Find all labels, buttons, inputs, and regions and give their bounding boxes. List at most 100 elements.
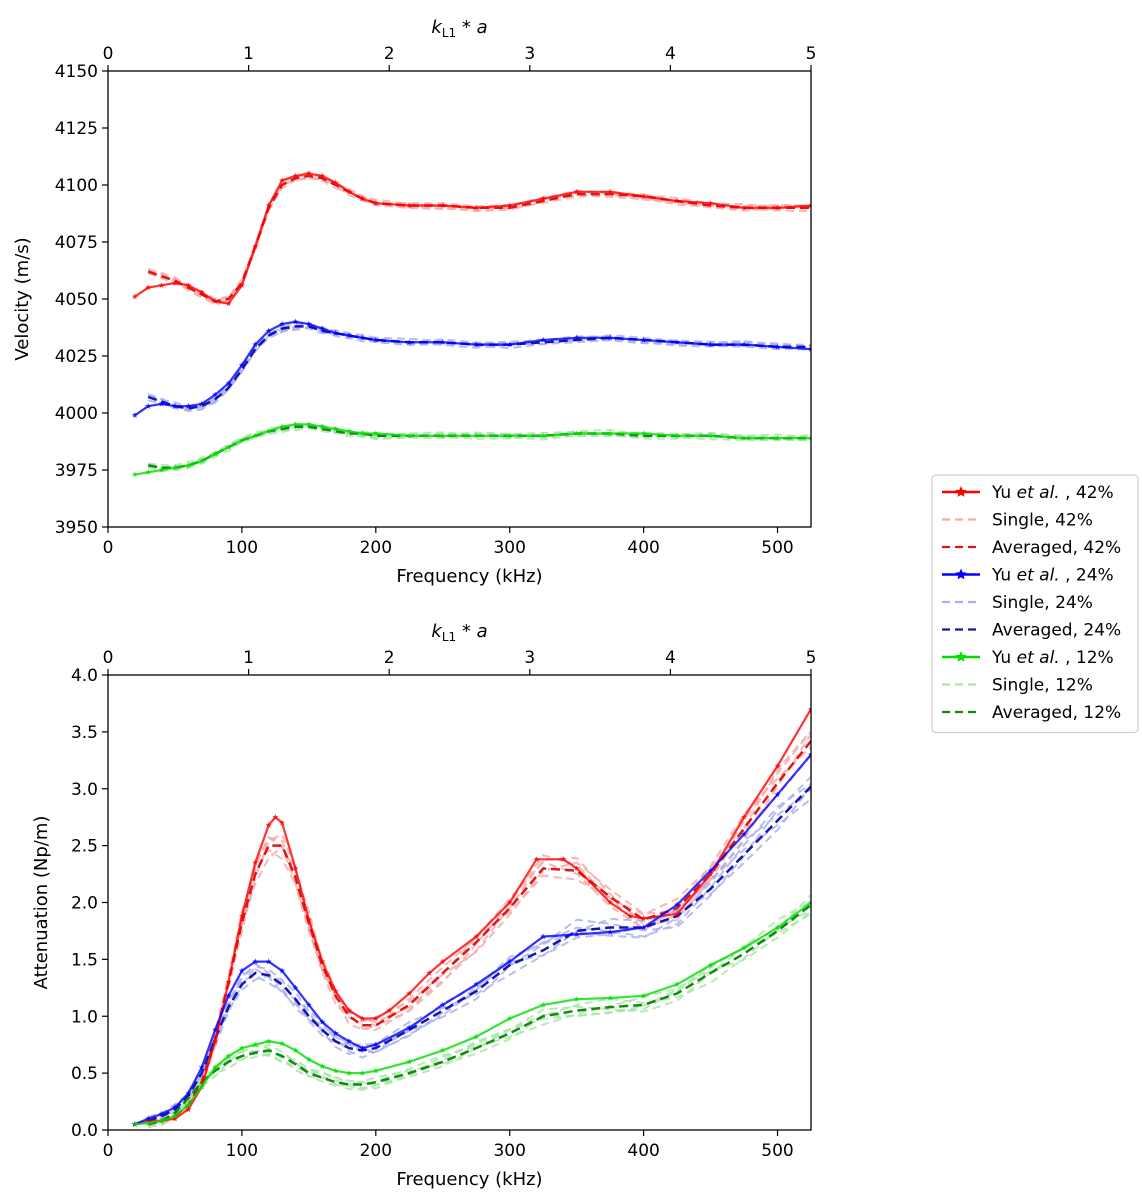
legend-label: Single, 12% <box>992 676 1093 696</box>
yu-point-42 <box>560 856 567 862</box>
yu-point-24 <box>279 967 286 974</box>
yu-point-42 <box>185 1106 192 1113</box>
yu-point-24 <box>265 958 272 965</box>
yu-point-24 <box>171 403 178 409</box>
top-x-tick-label: 1 <box>243 44 254 64</box>
single-line-12-2 <box>147 894 811 1129</box>
yu-point-12 <box>346 1069 353 1076</box>
yu-point-42 <box>212 298 219 304</box>
single-line-42-4 <box>147 730 811 1124</box>
yu-point-42 <box>439 202 446 209</box>
yu-point-42 <box>674 197 681 204</box>
yu-point-12 <box>473 1033 480 1040</box>
yu-point-42 <box>279 177 286 183</box>
top-x-tick-label: 4 <box>665 44 676 64</box>
yu-point-12 <box>674 981 681 987</box>
yu-point-42 <box>272 814 279 820</box>
yu-point-12 <box>158 466 165 473</box>
yu-point-42 <box>212 1038 219 1044</box>
yu-point-42 <box>292 172 299 179</box>
yu-point-24 <box>238 967 245 974</box>
yu-point-12 <box>305 421 312 427</box>
yu-point-42 <box>741 814 748 820</box>
single-line-12-4 <box>147 423 811 471</box>
yu-point-24 <box>319 325 326 332</box>
yu-point-12 <box>473 432 480 439</box>
yu-point-42 <box>185 282 192 288</box>
legend-label: Single, 42% <box>992 511 1093 531</box>
top-x-tick-label: 5 <box>806 648 817 668</box>
single-line-42-3 <box>147 174 811 303</box>
yu-point-42 <box>305 916 312 923</box>
yu-point-12 <box>540 432 547 439</box>
x-tick-label: 500 <box>761 1141 793 1161</box>
y-tick-label: 4125 <box>55 119 98 139</box>
legend: Yu et al. , 42% Single, 42% Averaged, 42% Y… <box>931 474 1139 734</box>
yu-point-24 <box>439 339 446 345</box>
axes-frame <box>107 674 812 1131</box>
yu-point-12 <box>185 1101 192 1108</box>
yu-point-42 <box>426 969 433 976</box>
yu-point-42 <box>707 870 714 877</box>
x-tick-label: 100 <box>226 538 258 558</box>
yu-point-24 <box>640 336 647 343</box>
single-line-12-4 <box>148 913 811 1124</box>
top-x-tick-label: 3 <box>524 44 535 64</box>
yu-point-42 <box>332 988 339 994</box>
y-tick-label: 2.5 <box>71 837 98 857</box>
yu-point-24 <box>212 1026 219 1033</box>
legend-star-icon <box>955 486 967 497</box>
yu-point-24 <box>607 928 614 935</box>
yu-point-42 <box>252 243 259 250</box>
yu-point-42 <box>279 819 286 826</box>
yu-point-12 <box>640 992 647 999</box>
top-x-tick-label: 4 <box>665 648 676 668</box>
yu-point-42 <box>741 204 748 211</box>
yu-point-42 <box>238 282 245 288</box>
legend-label: Averaged, 42% <box>992 538 1121 558</box>
yu-point-42 <box>607 188 614 195</box>
yu-point-42 <box>406 202 413 209</box>
top-x-tick-label: 2 <box>384 44 395 64</box>
x-tick-label: 500 <box>761 538 793 558</box>
yu-line-24 <box>134 753 811 1126</box>
yu-point-42 <box>439 958 446 965</box>
yu-point-42 <box>573 865 580 871</box>
averaged-line-42 <box>147 174 811 303</box>
yu-point-42 <box>627 912 634 919</box>
legend-star-icon <box>955 568 967 580</box>
yu-point-24 <box>808 346 811 352</box>
yu-point-42 <box>265 202 272 209</box>
yu-point-42 <box>573 188 580 195</box>
y-tick-label: 4150 <box>55 62 98 82</box>
yu-point-12 <box>319 423 326 430</box>
plot-area <box>131 170 811 478</box>
single-line-42-2 <box>148 755 811 1127</box>
velocity-panel: 0 100 200 300 400 500 0 1 2 3 4 5 3950 3975 4000 4025 40… <box>12 17 816 587</box>
top-x-axis-label: kL1 * a <box>431 621 487 644</box>
yu-point-12 <box>185 462 192 468</box>
single-line-12-1 <box>147 422 811 473</box>
yu-point-12 <box>674 432 681 439</box>
yu-point-24 <box>158 1110 165 1117</box>
yu-point-12 <box>145 469 152 475</box>
yu-point-24 <box>305 1001 312 1008</box>
y-axis-label: Velocity (m/s) <box>12 237 33 360</box>
averaged-line-12 <box>147 425 811 469</box>
yu-line-12 <box>134 901 811 1126</box>
yu-point-12 <box>238 1044 245 1051</box>
yu-point-24 <box>145 403 152 409</box>
yu-point-12 <box>305 1056 312 1063</box>
yu-point-12 <box>292 1047 299 1053</box>
yu-point-42 <box>225 978 232 985</box>
yu-point-12 <box>279 1040 286 1047</box>
yu-point-42 <box>158 282 165 288</box>
yu-point-42 <box>640 193 647 199</box>
yu-point-42 <box>607 899 614 906</box>
x-tick-label: 0 <box>103 1141 114 1161</box>
yu-point-24 <box>808 751 811 758</box>
yu-point-12 <box>640 430 647 437</box>
yu-point-42 <box>171 279 178 286</box>
y-tick-label: 3.0 <box>71 780 98 800</box>
top-x-tick-label: 2 <box>384 648 395 668</box>
